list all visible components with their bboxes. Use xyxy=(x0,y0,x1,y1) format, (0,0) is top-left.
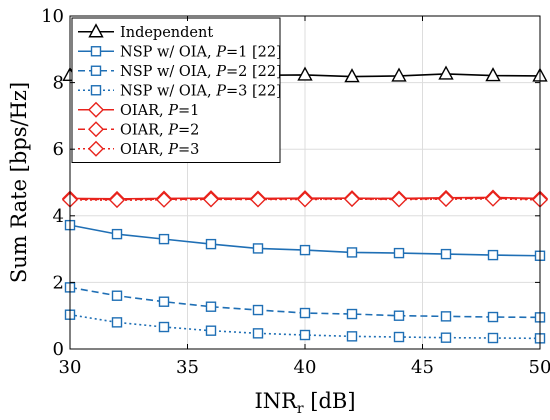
data-point xyxy=(297,66,313,81)
data-point xyxy=(393,310,405,321)
y-tick-label: 2 xyxy=(53,272,64,293)
y-axis-label: Sum Rate [bps/Hz] xyxy=(7,82,31,283)
data-point xyxy=(205,301,217,312)
y-tick-label: 0 xyxy=(53,339,64,360)
x-tick-label: 35 xyxy=(176,357,199,378)
legend-entry: Independent xyxy=(78,23,213,41)
data-point xyxy=(438,65,454,80)
legend-label: NSP w/ OIA, P=3 [22] xyxy=(120,83,282,99)
data-point xyxy=(440,332,452,343)
data-point xyxy=(438,191,454,208)
legend-label: NSP w/ OIA, P=2 [22] xyxy=(120,64,282,80)
y-tick-label: 8 xyxy=(53,73,64,94)
data-point xyxy=(393,247,405,259)
legend-entry: NSP w/ OIA, P=1 [22] xyxy=(78,44,282,60)
data-point xyxy=(158,233,170,245)
data-point xyxy=(203,191,219,208)
data-point xyxy=(252,304,264,316)
x-tick-label: 30 xyxy=(59,357,82,378)
data-point xyxy=(344,191,360,208)
data-point xyxy=(346,331,358,342)
x-axis-label: INRr [dB] xyxy=(254,389,355,417)
legend: Independent NSP w/ OIA, P=1 [22] NSP w/ OI… xyxy=(71,17,282,163)
axis-ticks: 30 35 40 45 50 0 2 4 6 8 10 xyxy=(41,6,550,378)
data-point xyxy=(109,192,125,209)
data-point xyxy=(252,328,264,339)
legend-box xyxy=(71,17,281,163)
data-point xyxy=(299,244,311,256)
data-point xyxy=(346,308,358,320)
data-point xyxy=(111,290,123,301)
data-point xyxy=(485,190,501,207)
data-point xyxy=(299,307,311,319)
data-point xyxy=(111,228,123,240)
y-tick-label: 6 xyxy=(53,139,64,160)
x-tick-label: 45 xyxy=(411,357,434,378)
data-point xyxy=(485,67,501,82)
data-point xyxy=(250,191,266,208)
data-point xyxy=(158,296,170,307)
data-point xyxy=(487,332,499,344)
data-point xyxy=(299,329,311,341)
data-point xyxy=(346,247,358,258)
data-point xyxy=(440,248,452,260)
legend-marker xyxy=(90,46,102,57)
data-point xyxy=(344,68,360,83)
legend-marker xyxy=(88,121,104,138)
legend-label: Independent xyxy=(120,25,213,41)
data-point xyxy=(156,191,172,208)
legend-label: NSP w/ OIA, P=1 [22] xyxy=(120,44,282,60)
data-point xyxy=(391,191,407,208)
data-point xyxy=(111,317,123,328)
legend-marker xyxy=(88,140,104,157)
legend-entry: NSP w/ OIA, P=2 [22] xyxy=(78,64,282,80)
y-tick-label: 10 xyxy=(41,6,64,27)
legend-label: OIAR, P=1 xyxy=(120,103,199,119)
legend-marker xyxy=(90,65,102,76)
data-point xyxy=(391,67,407,82)
data-point xyxy=(440,311,452,322)
legend-label: OIAR, P=3 xyxy=(120,142,199,158)
data-point xyxy=(205,238,217,250)
legend-entry: OIAR, P=1 xyxy=(78,101,199,119)
legend-marker xyxy=(88,23,104,38)
data-point xyxy=(487,249,499,261)
x-tick-label: 50 xyxy=(529,357,550,378)
x-tick-label: 40 xyxy=(294,357,317,378)
series-7 xyxy=(62,190,548,209)
data-point xyxy=(252,243,264,254)
y-tick-label: 4 xyxy=(53,206,64,227)
data-point xyxy=(205,325,217,336)
legend-marker xyxy=(88,101,104,118)
data-point xyxy=(393,331,405,343)
data-point xyxy=(487,311,499,323)
legend-entry: NSP w/ OIA, P=3 [22] xyxy=(78,83,282,99)
legend-entry: OIAR, P=2 xyxy=(78,121,199,138)
legend-label: OIAR, P=2 xyxy=(120,122,199,138)
data-point xyxy=(158,321,170,333)
legend-entry: OIAR, P=3 xyxy=(78,140,199,158)
legend-marker xyxy=(90,85,102,96)
data-point xyxy=(297,191,313,208)
series-2 xyxy=(64,219,546,261)
